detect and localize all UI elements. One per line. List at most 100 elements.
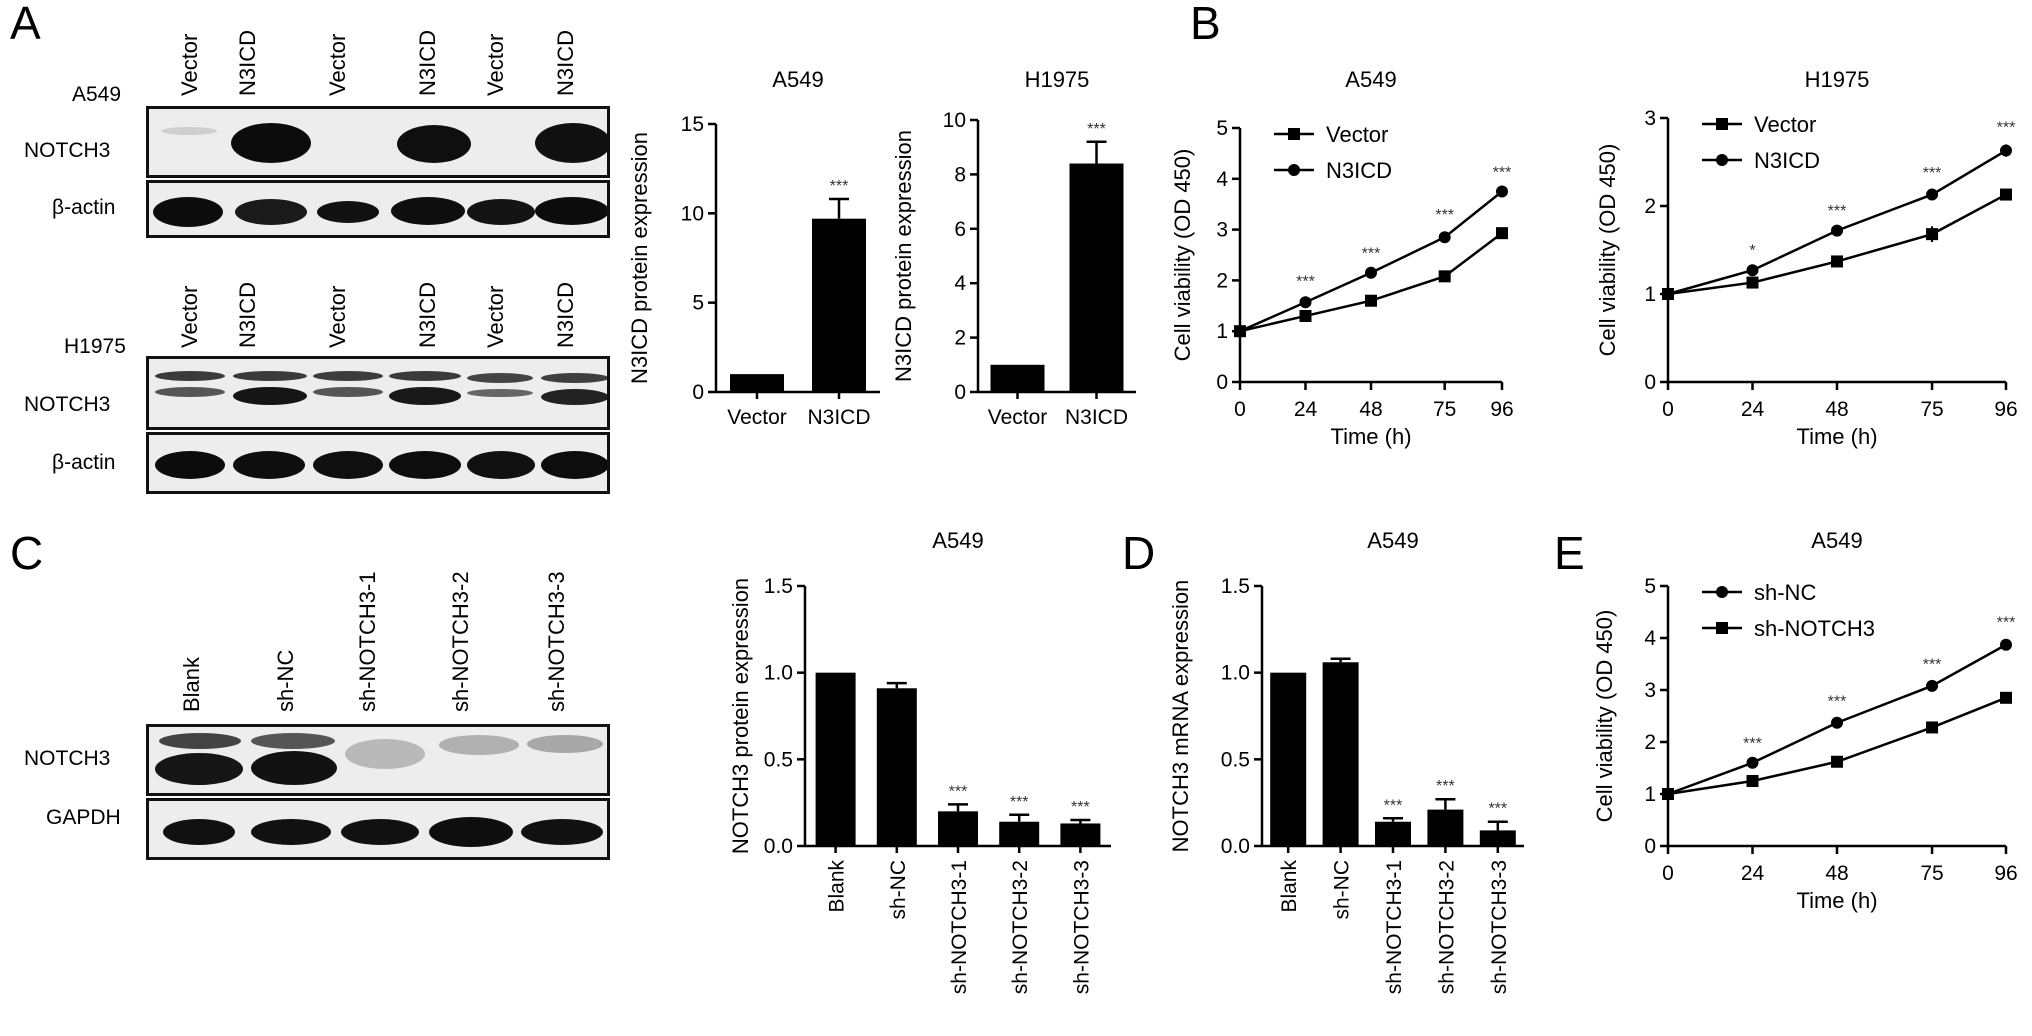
x-tick-label: 0 xyxy=(1662,398,1674,421)
panel-label-a: A xyxy=(10,0,41,49)
legend-marker xyxy=(1716,586,1728,598)
bar xyxy=(815,672,856,846)
data-point xyxy=(1926,188,1939,201)
data-point xyxy=(1746,264,1759,277)
significance-label: *** xyxy=(1071,799,1090,816)
legend-marker xyxy=(1716,622,1728,634)
y-tick-label: 3 xyxy=(1644,679,1656,702)
data-point xyxy=(1662,288,1674,300)
significance-label: *** xyxy=(1743,736,1762,753)
x-tick-label: 75 xyxy=(1920,862,1943,885)
x-tick-label: 75 xyxy=(1433,398,1456,421)
data-point xyxy=(1746,756,1759,769)
x-tick-label: 96 xyxy=(1490,398,1513,421)
bar xyxy=(990,364,1045,392)
y-tick-label: 5 xyxy=(1644,575,1656,598)
blot-row-label: NOTCH3 xyxy=(24,393,111,416)
data-point xyxy=(1746,276,1759,289)
y-tick-label: 0 xyxy=(1644,371,1656,394)
chart-d-mrna: A549 0.0 0.5 1.0 1.5 NOTCH3 mRNA expression Bl… xyxy=(1168,528,1524,994)
data-point xyxy=(1438,270,1451,283)
significance-label: *** xyxy=(1828,203,1847,220)
bar xyxy=(1270,672,1307,846)
y-tick-label: 3 xyxy=(1644,107,1656,130)
blot-strip-notch3 xyxy=(146,356,610,430)
data-point xyxy=(1365,294,1377,307)
x-tick-label: 48 xyxy=(1825,398,1848,421)
blot-strip-gapdh xyxy=(146,798,610,860)
bar xyxy=(999,821,1040,846)
legend-marker xyxy=(1716,154,1728,166)
legend-label: N3ICD xyxy=(1754,148,1820,173)
x-category-label: sh-NC xyxy=(887,860,910,920)
x-tick-label: 48 xyxy=(1825,862,1848,885)
data-point xyxy=(1234,325,1246,338)
blot-row-label: β-actin xyxy=(52,451,116,474)
significance-label: * xyxy=(1749,243,1755,260)
y-tick-label: 0.5 xyxy=(764,748,793,771)
x-tick-label: 75 xyxy=(1920,398,1943,421)
blot-row-label: NOTCH3 xyxy=(24,747,111,770)
y-tick-label: 15 xyxy=(681,113,704,136)
data-point xyxy=(1746,775,1759,787)
blot-strip-notch3 xyxy=(146,106,610,178)
blot-row-label: NOTCH3 xyxy=(24,139,111,162)
bar xyxy=(938,811,978,846)
y-tick-label: 8 xyxy=(954,163,966,186)
data-point xyxy=(1831,716,1843,729)
data-point xyxy=(2000,638,2012,651)
bar xyxy=(1060,823,1101,846)
blot-row-label: GAPDH xyxy=(46,806,121,829)
x-category-label: Blank xyxy=(1278,860,1301,913)
panel-label-b: B xyxy=(1190,0,1221,49)
series-line xyxy=(1667,696,2007,796)
significance-label: *** xyxy=(830,178,849,195)
data-point xyxy=(1831,224,1843,237)
y-tick-label: 5 xyxy=(1216,117,1228,140)
significance-label: *** xyxy=(1997,119,2016,136)
y-tick-label: 6 xyxy=(954,218,966,241)
panel-label-d: D xyxy=(1122,527,1156,579)
significance-label: *** xyxy=(1997,615,2016,632)
x-tick-label: 0 xyxy=(1234,398,1246,421)
y-tick-label: 2 xyxy=(1216,269,1228,292)
data-point xyxy=(1438,231,1451,244)
chart-title: A549 xyxy=(932,528,983,553)
x-category-label: sh-NOTCH3-2 xyxy=(1435,860,1458,994)
significance-label: *** xyxy=(1488,801,1507,818)
y-tick-label: 5 xyxy=(692,292,704,315)
x-axis-label: Time (h) xyxy=(1796,424,1877,449)
chart-title: H1975 xyxy=(1805,67,1870,92)
chart-title: A549 xyxy=(772,67,823,92)
data-point xyxy=(1299,309,1312,322)
y-tick-label: 0 xyxy=(954,381,966,404)
bar xyxy=(730,374,784,392)
bar xyxy=(1479,830,1516,846)
bar xyxy=(876,688,917,846)
data-point xyxy=(1496,227,1508,240)
legend-marker xyxy=(1288,164,1300,176)
bar xyxy=(1375,821,1411,846)
chart-e-a549: A549 0 1 2 3 4 5 Cell viability (OD 450) 0 24 48 75… xyxy=(1592,528,2018,913)
data-point xyxy=(1662,788,1674,800)
blot-strip-beta-actin xyxy=(146,180,610,238)
significance-label: *** xyxy=(1010,794,1029,811)
data-point xyxy=(2000,144,2012,157)
x-tick-label: 24 xyxy=(1741,862,1765,885)
data-point xyxy=(1299,296,1312,309)
y-tick-label: 10 xyxy=(681,202,704,225)
data-point xyxy=(1831,755,1843,768)
y-axis-label: N3ICD protein expression xyxy=(627,132,652,384)
chart-b-h1975: H1975 0 1 2 3 Cell viability (OD 450) 0 24 48 75 9… xyxy=(1595,67,2018,449)
data-point xyxy=(1496,185,1508,198)
y-tick-label: 4 xyxy=(954,272,966,295)
y-tick-label: 4 xyxy=(1216,168,1228,191)
y-tick-label: 10 xyxy=(943,109,966,132)
significance-label: *** xyxy=(949,783,968,800)
significance-label: *** xyxy=(1087,121,1106,138)
chart-c-protein: A549 0.0 0.5 1.0 1.5 NOTCH3 protein expressio… xyxy=(728,528,1111,994)
y-tick-label: 1.0 xyxy=(764,662,793,685)
blot-strip-beta-actin xyxy=(146,432,610,494)
y-tick-label: 2 xyxy=(1644,195,1656,218)
